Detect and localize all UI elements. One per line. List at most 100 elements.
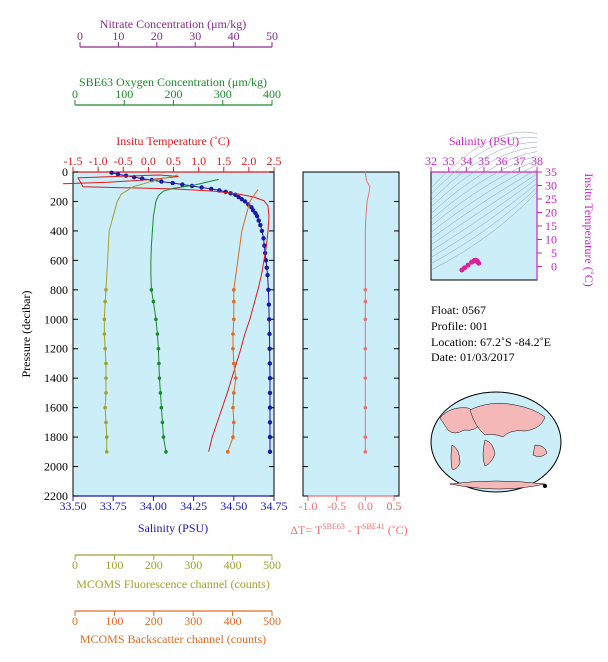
oxygen-tick-label: 300 <box>214 87 232 101</box>
oxygen-tick-label: 200 <box>165 87 183 101</box>
oxygen-point <box>149 288 154 292</box>
backscatter-point <box>231 405 235 410</box>
delta-t-point <box>363 346 368 351</box>
pressure-tick-label: 1600 <box>44 401 68 415</box>
salinity-tick-label: 34.25 <box>180 499 207 513</box>
backscatter-point <box>232 299 236 304</box>
float-id: Float: 0567 <box>431 303 487 317</box>
fluorescence-point <box>103 299 107 304</box>
pressure-tick-label: 600 <box>50 253 68 267</box>
density-contour <box>430 178 538 252</box>
date: Date: 01/03/2017 <box>431 350 515 364</box>
oxygen-tick-label: 100 <box>115 87 133 101</box>
oxygen-point <box>151 299 156 304</box>
oxygen-point <box>161 435 166 439</box>
oxygen-point <box>154 317 158 322</box>
temperature-tick-label: 0.5 <box>166 154 181 168</box>
salinity-point <box>267 390 273 396</box>
backscatter-point <box>232 420 236 425</box>
salinity-point <box>242 199 248 204</box>
backscatter-point <box>231 346 235 351</box>
backscatter-point <box>225 450 230 454</box>
salinity-tick-label: 33.50 <box>60 499 87 513</box>
continent-shape <box>532 444 548 457</box>
ts-point <box>476 260 482 266</box>
salinity-point <box>267 375 273 381</box>
ts-salinity-axis-title: Salinity (PSU) <box>449 134 519 148</box>
salinity-point <box>109 170 114 175</box>
nitrate-axis-title: Nitrate Concentration (μm/kg) <box>100 17 246 31</box>
continent-shape <box>450 444 461 470</box>
ts-salinity-tick-label: 35 <box>478 154 490 168</box>
oxygen-point <box>159 405 164 410</box>
pressure-tick-label: 2000 <box>44 460 68 474</box>
backscatter-point <box>232 317 236 322</box>
delta-t-series-line <box>364 171 371 452</box>
delta-t-point <box>363 450 368 454</box>
temperature-tick-label: 0.0 <box>141 154 156 168</box>
oxygen-point <box>157 361 161 366</box>
delta-t-axis-title: ΔT= TSBE63 - TSBE41 (˚C) <box>290 522 407 537</box>
fluorescence-series-line <box>103 174 178 452</box>
salinity-point <box>265 272 270 278</box>
fluorescence-point <box>104 361 108 366</box>
ts-temperature-tick-label: 15 <box>545 219 557 233</box>
ts-temperature-tick-label: 35 <box>545 165 557 179</box>
ts-temperature-tick-label: 25 <box>545 192 557 206</box>
ts-temperature-axis-title: Insitu Temperature (˚C) <box>582 173 596 287</box>
ts-temperature-tick-label: 30 <box>545 179 557 193</box>
nitrate-tick-label: 20 <box>151 29 163 43</box>
backscatter-tick-label: 200 <box>145 614 163 628</box>
oxygen-point <box>156 346 161 351</box>
temperature-series-line <box>62 174 270 452</box>
pressure-tick-label: 2200 <box>44 489 68 503</box>
temperature-tick-label: -0.5 <box>114 154 133 168</box>
salinity-axis-title: Salinity (PSU) <box>138 521 208 535</box>
salinity-point <box>264 265 269 270</box>
density-contour <box>430 146 538 208</box>
oxygen-point <box>157 376 162 380</box>
fluorescence-point <box>104 420 108 425</box>
temperature-tick-label: 1.0 <box>191 154 206 168</box>
temperature-tick-label: 1.5 <box>216 154 231 168</box>
delta-t-point <box>363 435 368 439</box>
salinity-point <box>267 346 272 351</box>
pressure-tick-label: 1800 <box>44 430 68 444</box>
temperature-tick-label: -1.5 <box>64 154 83 168</box>
oxygen-axis-title: SBE63 Oxygen Concentration (μm/kg) <box>79 75 267 89</box>
delta-t-tick-label: 0.5 <box>387 499 402 513</box>
nitrate-tick-label: 0 <box>77 29 83 43</box>
salinity-point <box>259 228 265 234</box>
density-contour <box>430 155 538 220</box>
salinity-point <box>266 302 272 307</box>
ts-salinity-tick-label: 33 <box>443 154 455 168</box>
oxygen-tick-label: 400 <box>263 87 281 101</box>
salinity-point <box>115 172 121 177</box>
backscatter-point <box>232 391 236 395</box>
salinity-point <box>267 420 273 425</box>
pressure-tick-label: 800 <box>50 283 68 297</box>
world-map-inset <box>430 391 562 493</box>
backscatter-point <box>234 376 238 380</box>
salinity-point <box>263 258 269 263</box>
pressure-axis-title: Pressure (decibar) <box>19 291 33 378</box>
ts-temperature-tick-label: 10 <box>545 233 557 247</box>
salinity-point <box>267 331 272 337</box>
delta-t-panel <box>302 171 400 497</box>
float-location-marker <box>543 484 547 488</box>
oxygen-point <box>158 391 163 395</box>
salinity-point <box>250 208 256 213</box>
pressure-tick-label: 0 <box>62 165 68 179</box>
nitrate-tick-label: 10 <box>112 29 124 43</box>
ts-point <box>462 265 468 271</box>
backscatter-axis-title: MCOMS Backscatter channel (counts) <box>80 632 266 646</box>
ts-panel <box>430 171 538 281</box>
temperature-tick-label: -1.0 <box>89 154 108 168</box>
salinity-tick-label: 34.50 <box>220 499 247 513</box>
temperature-tick-label: 2.5 <box>267 154 282 168</box>
salinity-point <box>254 213 260 219</box>
salinity-point <box>170 180 175 186</box>
oxygen-point <box>160 420 165 425</box>
oxygen-point <box>164 450 168 454</box>
nitrate-tick-label: 40 <box>228 29 240 43</box>
